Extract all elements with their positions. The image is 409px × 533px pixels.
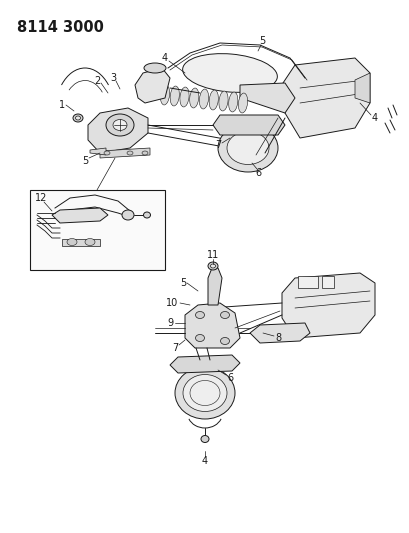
Text: 6: 6 (227, 373, 232, 383)
Ellipse shape (106, 114, 134, 136)
Text: 1: 1 (59, 100, 65, 110)
Ellipse shape (195, 335, 204, 342)
Polygon shape (135, 68, 170, 103)
Polygon shape (249, 323, 309, 343)
Ellipse shape (218, 91, 227, 111)
Bar (297, 276, 317, 288)
Text: 5: 5 (180, 278, 186, 288)
Polygon shape (52, 208, 108, 223)
Ellipse shape (209, 90, 218, 110)
Ellipse shape (160, 85, 169, 105)
Polygon shape (88, 108, 148, 153)
Text: 4: 4 (162, 53, 168, 63)
Polygon shape (170, 355, 239, 373)
Polygon shape (281, 273, 374, 338)
Ellipse shape (175, 367, 234, 419)
Ellipse shape (207, 262, 218, 270)
Ellipse shape (227, 132, 268, 165)
Text: 5: 5 (258, 36, 265, 46)
Ellipse shape (144, 63, 166, 73)
Ellipse shape (182, 54, 276, 92)
Text: 5: 5 (82, 156, 88, 166)
Polygon shape (207, 268, 221, 305)
Text: 12: 12 (35, 193, 47, 203)
Text: 3: 3 (110, 73, 116, 83)
Text: 11: 11 (207, 250, 218, 260)
Text: 8114 3000: 8114 3000 (17, 20, 103, 35)
Ellipse shape (238, 93, 247, 113)
Ellipse shape (180, 87, 189, 107)
Polygon shape (184, 303, 239, 348)
Polygon shape (239, 83, 294, 113)
Ellipse shape (220, 311, 229, 319)
Text: 10: 10 (166, 298, 178, 308)
Ellipse shape (228, 92, 237, 112)
Ellipse shape (104, 151, 110, 155)
Text: 4: 4 (371, 113, 377, 123)
Polygon shape (100, 148, 150, 158)
Ellipse shape (122, 210, 134, 220)
Text: 6: 6 (254, 168, 261, 178)
Ellipse shape (75, 116, 80, 120)
Polygon shape (354, 73, 369, 103)
Ellipse shape (73, 114, 83, 122)
Bar (30, 190, 164, 270)
Polygon shape (62, 239, 100, 246)
Ellipse shape (189, 88, 198, 108)
Ellipse shape (67, 238, 77, 246)
Ellipse shape (142, 151, 148, 155)
Ellipse shape (85, 238, 95, 246)
Ellipse shape (182, 375, 227, 411)
Ellipse shape (127, 151, 133, 155)
Polygon shape (90, 148, 106, 155)
Text: 7: 7 (171, 343, 178, 353)
Text: 4: 4 (202, 456, 207, 466)
Text: 7: 7 (214, 140, 220, 150)
Text: 8: 8 (274, 333, 281, 343)
Polygon shape (213, 115, 284, 135)
Ellipse shape (199, 89, 208, 109)
Bar (321, 276, 333, 288)
Ellipse shape (200, 435, 209, 442)
Text: 2: 2 (94, 76, 100, 86)
Polygon shape (282, 58, 369, 138)
Ellipse shape (143, 212, 150, 218)
Ellipse shape (218, 124, 277, 172)
Ellipse shape (113, 119, 127, 131)
Ellipse shape (195, 311, 204, 319)
Ellipse shape (210, 264, 215, 268)
Text: 9: 9 (166, 318, 173, 328)
Ellipse shape (220, 337, 229, 344)
Ellipse shape (170, 86, 179, 106)
